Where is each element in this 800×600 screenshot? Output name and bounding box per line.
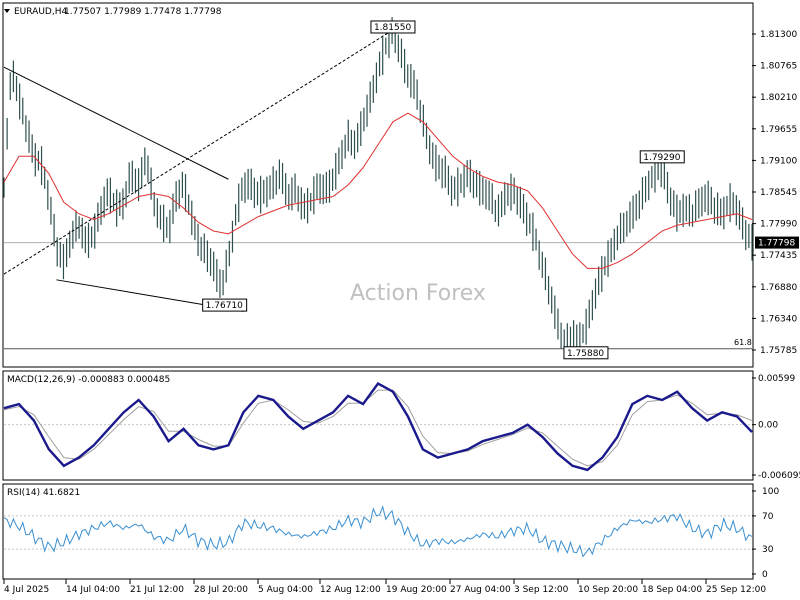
- price-annotation-box: [563, 346, 609, 360]
- price-tick-label: 1.76880: [760, 283, 797, 293]
- last-price-tag: [755, 236, 799, 249]
- macd-line: [3, 381, 753, 472]
- price-tick-label: 1.78545: [760, 188, 797, 198]
- macd-panel-frame: [2, 370, 754, 481]
- price-annotation-box: [370, 20, 416, 34]
- trendline: [3, 66, 229, 180]
- price-tick-label: 1.77990: [760, 220, 797, 230]
- macd-tick-label: 0.00: [758, 421, 778, 431]
- price-bars: [3, 17, 753, 359]
- rsi-tick-label: 70: [762, 512, 774, 522]
- price-tick-label: 1.79100: [760, 156, 797, 166]
- dropdown-arrow-icon[interactable]: [4, 9, 10, 13]
- chart-ohlc-values: 1.77507 1.77989 1.77478 1.77798: [64, 7, 222, 17]
- price-tick-label: 1.76340: [760, 314, 797, 324]
- trendline: [3, 29, 394, 275]
- rsi-axis: 100 70 30 0: [752, 487, 779, 580]
- time-tick-label: 4 Jul 2025: [4, 585, 49, 595]
- rsi-tick-label: 30: [762, 545, 774, 555]
- moving-average-line: [3, 112, 753, 269]
- time-tick-label: 19 Aug 20:00: [386, 585, 447, 595]
- price-tick-label: 1.77435: [760, 251, 797, 261]
- time-tick-label: 14 Jul 04:00: [66, 585, 120, 595]
- price-tick-label: 1.75785: [760, 346, 797, 356]
- macd-tick-label: -0.006095: [758, 471, 800, 481]
- price-annotation-label: 1.76710: [206, 301, 243, 311]
- fib-level-label: 61.8: [734, 338, 752, 347]
- time-tick-label: 21 Jul 12:00: [130, 585, 184, 595]
- macd-axis: 0.00599 0.00 -0.006095: [752, 374, 800, 481]
- time-tick-label: 18 Sep 04:00: [642, 585, 702, 595]
- time-tick-label: 25 Sep 12:00: [706, 585, 766, 595]
- rsi-tick-label: 0: [762, 570, 768, 580]
- rsi-tick-label: 100: [762, 487, 779, 497]
- price-tick-label: 1.80210: [760, 93, 797, 103]
- price-annotation-label: 1.79290: [643, 153, 680, 163]
- time-tick-label: 28 Jul 20:00: [194, 585, 248, 595]
- price-tick-label: 1.79655: [760, 125, 797, 135]
- time-tick-label: 12 Aug 12:00: [320, 585, 381, 595]
- rsi-layer: [3, 504, 753, 558]
- macd-layer: [3, 381, 753, 472]
- time-tick-label: 3 Sep 12:00: [514, 585, 569, 595]
- macd-tick-label: 0.00599: [758, 374, 795, 384]
- time-axis: 4 Jul 2025 14 Jul 04:00 21 Jul 12:00 28 Jul…: [3, 579, 766, 595]
- price-annotations: 1.81550 1.76710 1.79290 1.75880: [202, 20, 685, 360]
- rsi-title: RSI(14) 41.6821: [7, 488, 80, 498]
- chart-symbol: EURAUD,H4: [14, 7, 67, 17]
- rsi-line: [3, 504, 753, 558]
- price-panel-frame: [2, 2, 754, 368]
- price-tick-label: 1.81300: [760, 30, 797, 40]
- price-axis: 1.81300 1.80765 1.80210 1.79655 1.79100 1.785…: [752, 30, 799, 356]
- price-annotation-label: 1.75880: [567, 349, 604, 359]
- watermark: Action Forex: [350, 281, 486, 306]
- price-annotation-box: [202, 298, 248, 312]
- price-annotation-box: [639, 150, 685, 164]
- price-annotation-label: 1.81550: [374, 23, 411, 33]
- time-tick-label: 27 Aug 04:00: [450, 585, 511, 595]
- macd-signal-line: [3, 389, 753, 467]
- macd-title: MACD(12,26,9) -0.000883 0.000485: [7, 375, 170, 385]
- last-price-label: 1.77798: [758, 239, 795, 249]
- time-tick-label: 10 Sep 20:00: [578, 585, 638, 595]
- price-layer: 61.8: [3, 17, 753, 359]
- price-tick-label: 1.80765: [760, 62, 797, 72]
- time-tick-label: 5 Aug 04:00: [258, 585, 313, 595]
- rsi-panel-frame: [2, 483, 754, 580]
